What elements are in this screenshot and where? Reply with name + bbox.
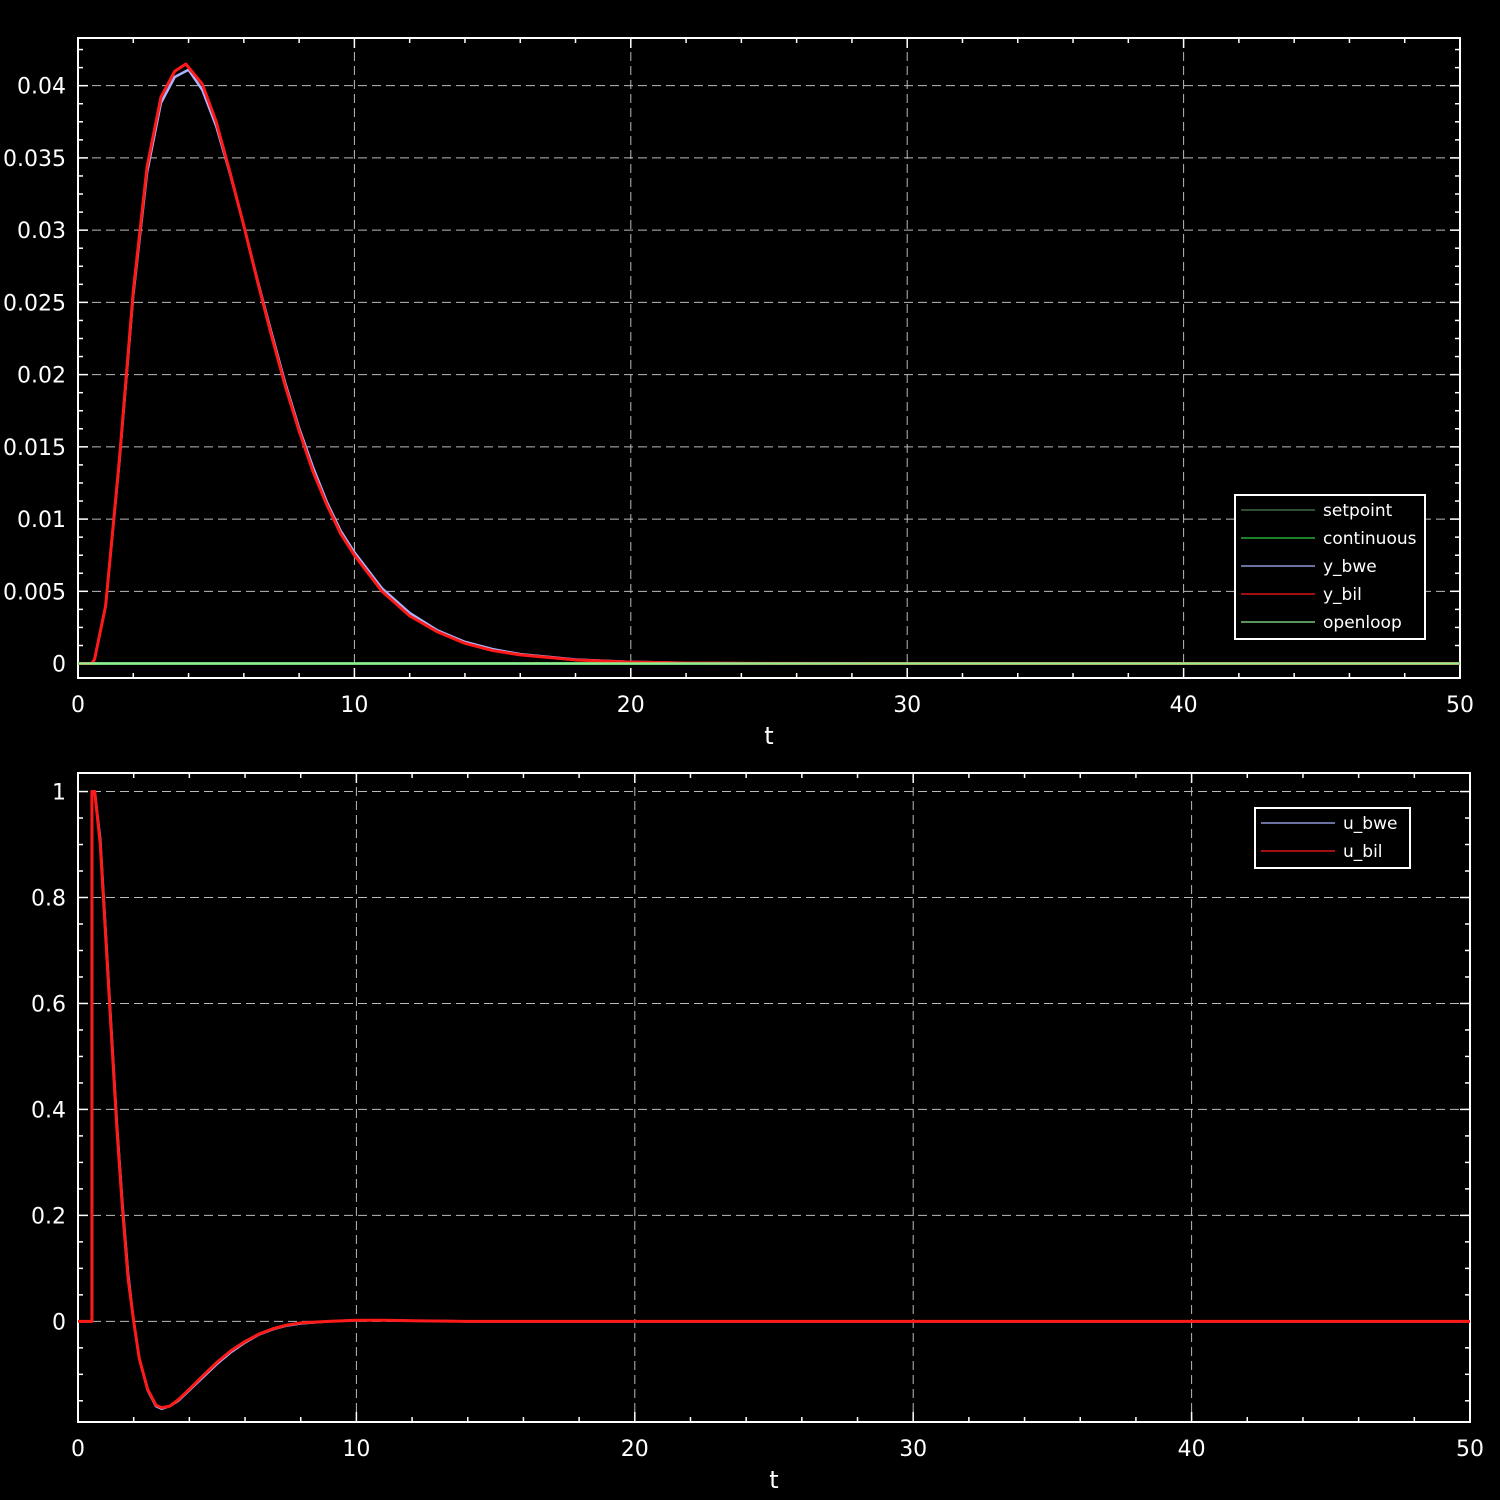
legend-label-y_bil: y_bil bbox=[1323, 585, 1362, 605]
legend-label-openloop: openloop bbox=[1323, 613, 1402, 633]
series-line-y_bil bbox=[78, 62, 1460, 666]
y-tick-label: 0.025 bbox=[3, 291, 66, 316]
y-tick-label: 0.01 bbox=[17, 508, 66, 533]
y-tick-label: 0.02 bbox=[17, 364, 66, 389]
y-tick-label: 0.015 bbox=[3, 436, 66, 461]
x-tick-label: 30 bbox=[893, 693, 921, 718]
y-tick-label: 1 bbox=[52, 781, 66, 806]
x-tick-label: 50 bbox=[1446, 693, 1474, 718]
legend-label-setpoint: setpoint bbox=[1323, 501, 1393, 521]
x-tick-label: 20 bbox=[621, 1437, 649, 1462]
series-line-u_bil bbox=[78, 790, 1470, 1410]
x-tick-label: 20 bbox=[617, 693, 645, 718]
legend-box bbox=[1234, 494, 1426, 640]
x-tick-label: 0 bbox=[71, 693, 85, 718]
y-tick-label: 0.005 bbox=[3, 580, 66, 605]
x-tick-label: 10 bbox=[340, 693, 368, 718]
x-tick-label: 30 bbox=[899, 1437, 927, 1462]
x-axis-label: t bbox=[769, 1466, 778, 1494]
plot-frame bbox=[77, 772, 1471, 1423]
legend-box bbox=[1254, 807, 1411, 869]
legend: u_bwe u_bil bbox=[1254, 807, 1411, 869]
legend-label-y_bwe: y_bwe bbox=[1323, 557, 1377, 577]
y-tick-label: 0 bbox=[52, 653, 66, 678]
legend-label-u_bwe: u_bwe bbox=[1343, 814, 1397, 834]
y-tick-label: 0.6 bbox=[31, 992, 66, 1017]
legend-label-continuous: continuous bbox=[1323, 529, 1417, 549]
x-tick-label: 40 bbox=[1170, 693, 1198, 718]
x-axis-label: t bbox=[764, 722, 773, 750]
bottom-chart: 0 10 20 30 40 50 0 0.2 0.4 0.6 0.8 1 t u_bwe u_bil bbox=[31, 772, 1484, 1494]
x-tick-label: 40 bbox=[1178, 1437, 1206, 1462]
y-tick-label: 0.4 bbox=[31, 1098, 66, 1123]
y-tick-label: 0.03 bbox=[17, 219, 66, 244]
y-tick-label: 0.04 bbox=[17, 75, 66, 100]
y-tick-label: 0.8 bbox=[31, 887, 66, 912]
x-tick-label: 50 bbox=[1456, 1437, 1484, 1462]
legend-label-u_bil: u_bil bbox=[1343, 842, 1383, 862]
top-chart: 0 10 20 30 40 50 0 0.005 0.01 0.015 0.02 0.025 0.03 0… bbox=[3, 37, 1474, 750]
y-tick-label: 0 bbox=[52, 1310, 66, 1335]
y-tick-label: 0.2 bbox=[31, 1204, 66, 1229]
plot-frame bbox=[77, 37, 1461, 679]
y-tick-label: 0.035 bbox=[3, 147, 66, 172]
x-tick-label: 10 bbox=[342, 1437, 370, 1462]
x-tick-label: 0 bbox=[71, 1437, 85, 1462]
legend: setpoint continuous y_bwe y_bil openloop bbox=[1234, 494, 1426, 640]
